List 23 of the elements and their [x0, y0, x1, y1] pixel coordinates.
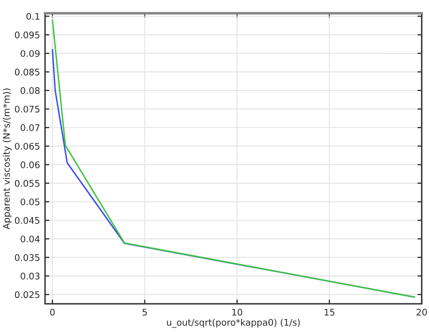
y-tick-label: 0.055	[14, 180, 40, 187]
y-tick-label: 0.095	[14, 32, 40, 38]
y-tick-label: 0.09	[20, 50, 40, 57]
x-tick-label: 10	[232, 308, 242, 316]
x-tick-label: 5	[142, 308, 147, 316]
x-axis-title: u_out/sqrt(poro*kappa0) (1/s)	[166, 318, 300, 328]
y-tick-label: 0.05	[20, 198, 40, 206]
y-tick-label: 0.03	[20, 272, 40, 280]
y-tick-label: 0.065	[14, 142, 40, 150]
y-tick-label: 0.07	[20, 124, 40, 132]
x-tick-label: 15	[324, 308, 334, 316]
x-tick-label: 0	[50, 308, 55, 316]
y-tick-label: 0.1	[26, 12, 40, 20]
y-tick-label: 0.025	[14, 291, 40, 298]
y-tick-label: 0.085	[14, 68, 40, 76]
x-tick-label: 20	[416, 308, 427, 316]
y-tick-label: 0.075	[14, 106, 40, 113]
y-tick-label: 0.08	[20, 87, 40, 94]
y-tick-label: 0.035	[14, 254, 40, 261]
y-tick-label: 0.04	[20, 236, 40, 242]
y-axis-title: Apparent viscosity (N*s/(m*m))	[2, 88, 12, 230]
y-tick-label: 0.06	[20, 161, 40, 168]
y-tick-label: 0.045	[14, 217, 40, 224]
